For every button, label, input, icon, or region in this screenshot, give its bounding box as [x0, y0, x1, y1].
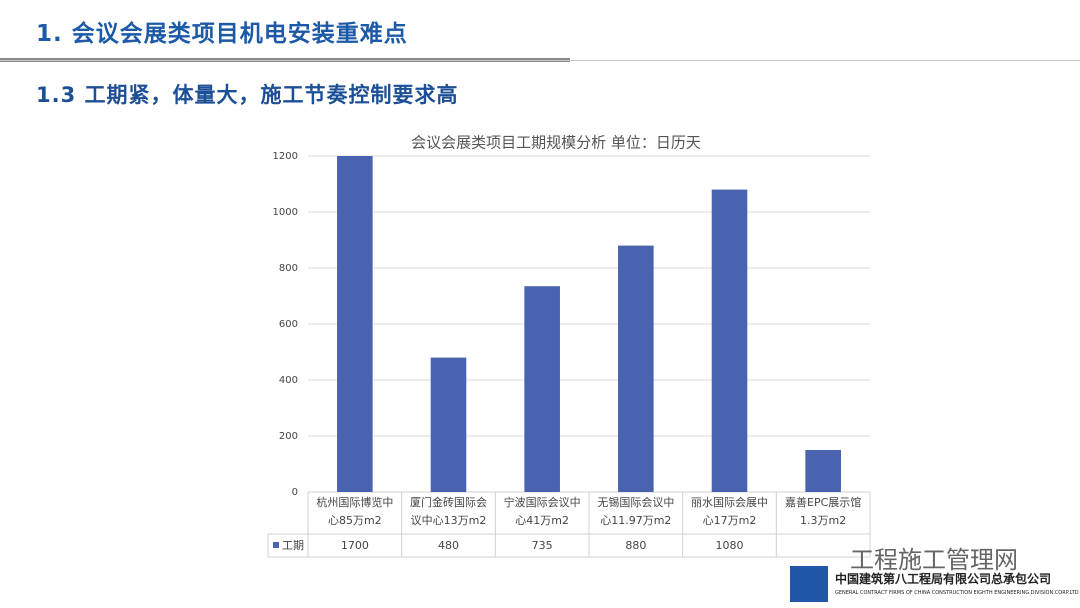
x-tick-label: 厦门金砖国际会议中心13万m2 [409, 496, 487, 527]
chart-title: 会议会展类项目工期规模分析 单位：日历天 [411, 134, 701, 152]
x-tick-label: 丽水国际会展中心17万m2 [690, 496, 768, 527]
bar [337, 156, 373, 492]
table-value: 1700 [341, 539, 369, 552]
y-tick-label: 800 [279, 263, 298, 274]
y-tick-label: 600 [279, 319, 298, 330]
bar [711, 189, 748, 492]
company-name: 中国建筑第八工程局有限公司总承包公司 [835, 572, 1052, 586]
slide-subtitle: 1.3 工期紧，体量大，施工节奏控制要求高 [36, 83, 459, 107]
x-tick-label: 嘉善EPC展示馆1.3万m2 [785, 496, 862, 527]
table-value: 1080 [716, 539, 744, 552]
table-value: 735 [532, 539, 553, 552]
plot [337, 156, 841, 492]
table-value: 480 [438, 539, 459, 552]
table-value: 880 [625, 539, 646, 552]
company-logo [790, 566, 828, 602]
y-tick-label: 0 [292, 487, 298, 498]
watermark: 工程施工管理网 [850, 546, 1018, 574]
category-cell: 杭州国际博览中心85万m2 [316, 496, 394, 527]
y-tick-label: 1200 [273, 151, 298, 162]
bar [618, 245, 654, 492]
category-cell: 无锡国际会议中心11.97万m2 [597, 496, 675, 527]
title-line [0, 60, 1080, 61]
y-tick-label: 1000 [273, 207, 298, 218]
x-tick-label: 杭州国际博览中心85万m2 [316, 496, 394, 527]
x-tick-label: 宁波国际会议中心41万m2 [503, 496, 581, 527]
x-tick-label: 无锡国际会议中心11.97万m2 [597, 496, 675, 527]
bar [524, 286, 560, 492]
company-english: GENERAL CONTRACT FIRMS OF CHINA CONSTRUC… [835, 590, 1079, 596]
bar [430, 357, 467, 492]
legend-swatch [273, 542, 279, 548]
y-tick-label: 200 [279, 431, 298, 442]
category-cell: 嘉善EPC展示馆1.3万m2 [785, 496, 862, 527]
bar [805, 450, 841, 492]
legend-label: 工期 [282, 539, 304, 552]
category-cell: 丽水国际会展中心17万m2 [690, 496, 768, 527]
slide-title: 1. 会议会展类项目机电安装重难点 [36, 21, 408, 47]
y-tick-label: 400 [279, 375, 298, 386]
category-cell: 宁波国际会议中心41万m2 [503, 496, 581, 527]
category-cell: 厦门金砖国际会议中心13万m2 [409, 496, 487, 527]
